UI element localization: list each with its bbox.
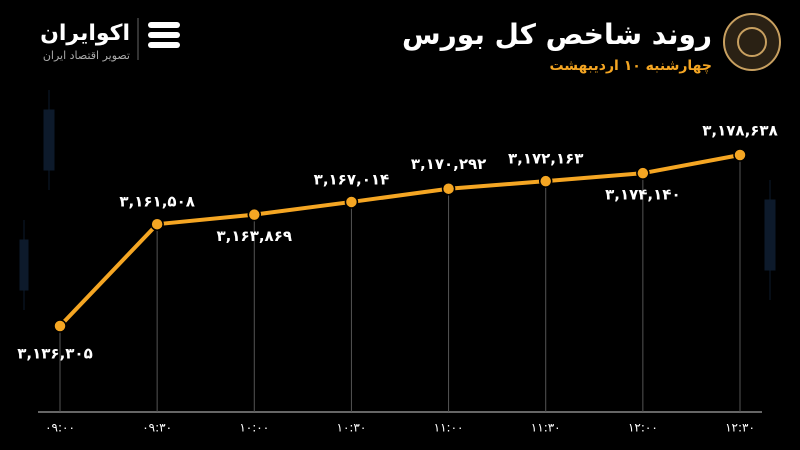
x-tick-label: ۰۹:۳۰ [142,421,172,435]
background-candles [19,90,776,310]
title: روند شاخص کل بورس [402,18,712,51]
point [344,195,359,209]
x-tick-label: ۱۰:۳۰ [337,421,367,435]
point [150,217,164,231]
point [53,319,67,333]
tagline: تصویر اقتصاد ایران [43,49,130,62]
x-tick-label: ۰۹:۰۰ [45,421,75,435]
value-label: ۳,۱۷۸,۶۳۸ [702,122,777,140]
subtitle: چهارشنبه ۱۰ اردیبهشت [549,58,712,74]
value-label: ۳,۱۶۳,۸۶۹ [217,227,292,245]
x-tick-label: ۱۰:۰۰ [239,421,269,435]
logo-brand: اکوایران تصویر اقتصاد ایران [40,18,180,62]
logo-exchange [723,13,781,71]
value-label: ۳,۱۷۲,۱۶۳ [508,150,583,168]
value-label: ۳,۱۳۶,۳۰۵ [17,345,92,363]
value-label: ۳,۱۶۷,۰۱۴ [314,170,389,188]
point [441,181,456,196]
value-label: ۳,۱۷۴,۱۴۰ [605,186,680,204]
value-label: ۳,۱۷۰,۲۹۲ [411,155,486,173]
x-tick-label: ۱۱:۰۰ [434,421,464,435]
series-line [58,153,741,328]
point [247,207,262,222]
brand: اکوایران [40,21,130,46]
value-label: ۳,۱۶۱,۵۰۸ [119,193,194,211]
point [733,148,747,162]
x-tick-label: ۱۱:۳۰ [531,421,561,435]
point [636,166,650,180]
x-tick-label: ۱۲:۰۰ [628,421,658,435]
point [538,174,553,188]
x-tick-label: ۱۲:۳۰ [725,421,755,435]
